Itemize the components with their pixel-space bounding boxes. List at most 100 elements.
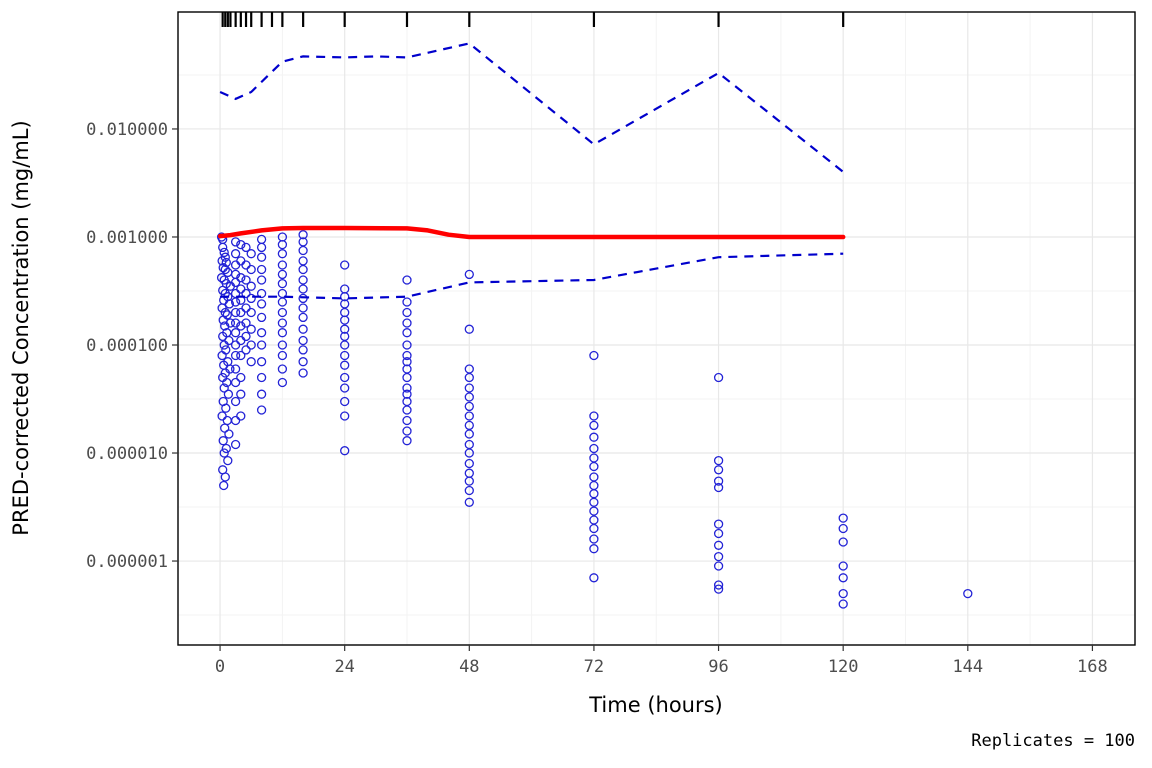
replicates-caption: Replicates = 100 [971, 731, 1135, 751]
y-tick-label: 0.000010 [86, 444, 168, 464]
observation-point [298, 256, 308, 266]
observation-point [256, 357, 267, 367]
observation-point [241, 242, 251, 253]
observation-point [402, 357, 412, 367]
observation-point [838, 588, 848, 599]
observation-point [256, 275, 267, 285]
observation-point [217, 350, 227, 361]
observation-point [256, 312, 267, 323]
observation-point [713, 580, 724, 590]
observation-point [298, 345, 308, 355]
observation-point [230, 340, 241, 350]
observation-point [713, 519, 724, 529]
observation-point [713, 455, 724, 466]
observation-point [589, 420, 599, 431]
observation-point [241, 345, 251, 355]
observation-point [589, 432, 599, 442]
observation-point [298, 264, 308, 275]
observation-point [218, 436, 228, 446]
upper-interval-line [219, 42, 844, 173]
observation-point [589, 544, 599, 554]
observation-point [838, 523, 848, 534]
observation-point [713, 476, 724, 486]
observation-point [464, 392, 474, 402]
observation-point [963, 588, 973, 599]
x-tick-label: 96 [708, 657, 728, 677]
observation-point [464, 485, 474, 496]
observation-point [223, 455, 233, 466]
observation-point [277, 318, 288, 328]
observation-point [241, 260, 251, 270]
observation-point [218, 285, 228, 296]
observation-point [221, 403, 231, 413]
observation-point [219, 340, 229, 350]
observation-point [402, 297, 412, 307]
observation-point [464, 401, 474, 412]
observation-point [277, 377, 288, 388]
observation-point [340, 260, 350, 270]
observation-point [340, 292, 350, 302]
observation-point [464, 497, 474, 507]
observation-point [221, 443, 231, 454]
observation-point [402, 383, 412, 393]
observation-point [218, 331, 228, 342]
observation-point [256, 242, 267, 253]
observation-point [402, 350, 412, 361]
observation-point [298, 324, 308, 334]
x-tick-label: 120 [828, 657, 859, 677]
observation-point [713, 372, 724, 383]
observation-point [589, 497, 599, 507]
observation-point [221, 257, 231, 268]
observation-point [340, 324, 350, 334]
observation-point [256, 389, 267, 399]
panel-border [177, 11, 1136, 646]
observation-point [589, 350, 599, 361]
observation-point [464, 476, 474, 486]
observation-point [230, 297, 241, 307]
observation-point [230, 249, 241, 259]
observation-point [464, 324, 474, 334]
y-axis-title: PRED-corrected Concentration (mg/mL) [9, 120, 33, 535]
observation-point [838, 561, 848, 571]
observation-point [838, 537, 848, 547]
observation-point [589, 573, 599, 583]
observation-point [589, 443, 599, 454]
observation-point [340, 396, 350, 407]
observation-point [230, 260, 241, 270]
observation-point [340, 350, 350, 361]
observation-point [713, 584, 724, 594]
observation-point [402, 426, 412, 436]
observation-point [589, 534, 599, 544]
observation-points-layer [216, 230, 973, 609]
observation-point [246, 264, 256, 275]
observation-point [256, 252, 267, 262]
observation-point [225, 318, 236, 328]
observation-point [713, 561, 724, 571]
observation-point [277, 297, 288, 307]
observation-point [713, 540, 724, 550]
observation-point [236, 335, 246, 346]
observation-point [246, 281, 256, 291]
observation-point [464, 458, 474, 469]
observation-point [277, 340, 288, 350]
observation-point [402, 318, 412, 328]
observation-point [402, 415, 412, 426]
observation-point [217, 411, 227, 421]
observation-point [218, 263, 228, 273]
observation-point [402, 340, 412, 350]
observation-point [402, 405, 412, 415]
observation-point [230, 439, 241, 450]
x-tick-label: 144 [952, 657, 983, 677]
observation-point [236, 273, 246, 283]
observation-point [838, 573, 848, 583]
y-tick-label: 0.000100 [86, 336, 168, 356]
observation-point [838, 513, 848, 523]
x-tick-label: 168 [1077, 657, 1108, 677]
observation-point [340, 340, 350, 350]
x-tick-label: 48 [459, 657, 479, 677]
observation-point [218, 242, 228, 253]
observation-point [298, 335, 308, 346]
axes-layer: 0 24 48 72 96 120 144 168 0.010000 0.001000 0.0001… [86, 11, 1136, 677]
observation-point [464, 429, 474, 439]
observation-point [230, 277, 241, 288]
